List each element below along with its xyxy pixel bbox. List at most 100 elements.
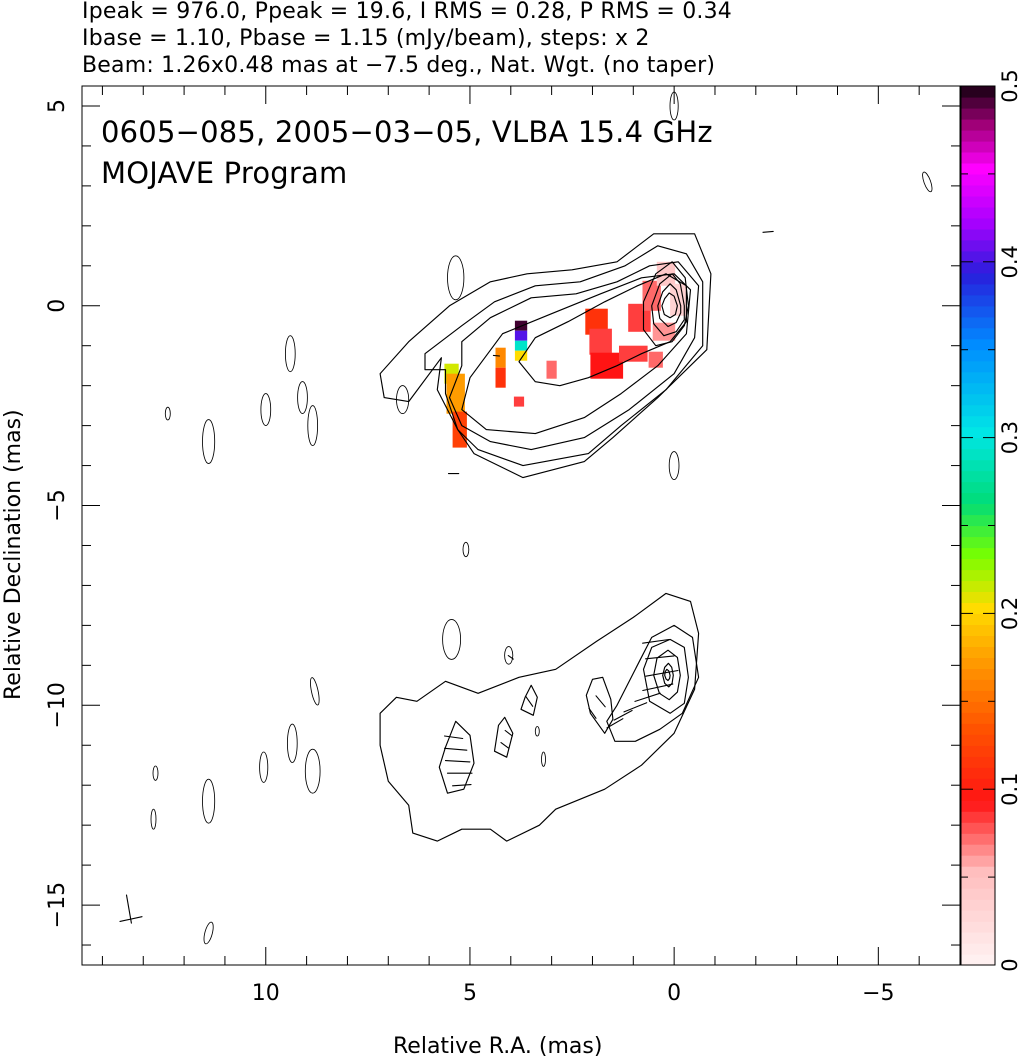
colorbar-segment [961,470,995,483]
colorbar-segment [961,943,995,955]
polarization-vector [595,695,606,708]
colorbar-segment [961,195,995,208]
colorbar-segment [961,437,995,450]
colorbar-segment [961,756,995,768]
colorbar-segment [961,448,995,461]
colorbar-segment [961,723,995,735]
colorbar-segment [961,899,995,911]
colorbar-segment [961,767,995,779]
colorbar-segment [961,261,995,274]
colorbar-segment [961,734,995,746]
x-tick-label: 10 [252,981,280,1006]
lower-knot-left-contour [585,676,614,734]
fractional-polarization-patch [652,322,676,341]
fractional-polarization-patch [648,351,663,368]
lower-knot-small-2-contour [493,716,514,758]
colorbar-tick-label: 0.2 [998,597,1021,630]
colorbar-segment [961,239,995,252]
upper-contour-2-contour [424,245,704,467]
polarization-vector [645,669,679,677]
colorbar-segment [961,888,995,900]
polarization-vector [444,760,471,763]
colorbar-tick-label: 0.4 [998,245,1021,278]
core-contour-2-contour [651,273,685,337]
colorbar-segment [961,712,995,724]
colorbar-segment [961,130,995,142]
fractional-polarization-patch [513,396,525,407]
polarization-vector [613,709,633,721]
colorbar-segment [961,844,995,856]
polarization-vector [504,729,513,737]
colorbar-segment [961,349,995,362]
lower-outer-envelope-contour [379,592,700,842]
lower-island-contour [504,646,514,665]
header-line-2: Ibase = 1.10, Pbase = 1.15 (mJy/beam), s… [82,26,650,51]
upper-island-contour [202,419,216,465]
core-contour-1-contour [642,261,689,347]
colorbar-segment [961,108,995,120]
inset-source-title: 0605−085, 2005−03−05, VLBA 15.4 GHz [101,115,713,149]
colorbar-segment [961,184,995,197]
lower-island-contour [304,748,321,794]
colorbar-segment [961,547,995,560]
colorbar-segment [961,316,995,329]
colorbar-segment [961,910,995,922]
colorbar-segment [961,558,995,571]
polarization-vector [507,655,514,660]
x-axis-label: Relative R.A. (mas) [393,1034,602,1059]
colorbar-segment [961,393,995,406]
plot-frame [81,85,961,966]
colorbar-segment [961,613,995,625]
polarization-vector [500,742,509,749]
header-line-3: Beam: 1.26x0.48 mas at −7.5 deg., Nat. W… [82,53,715,78]
colorbar-segment [961,855,995,867]
colorbar-segment [961,503,995,516]
lower-island-contour [310,677,320,706]
lower-island-contour [259,751,269,783]
polarization-vector [642,683,674,692]
polarization-vector [645,655,675,660]
colorbar-segment [961,283,995,296]
polarization-vector [125,894,132,924]
x-tick-label: 5 [463,981,477,1006]
colorbar-segment [961,250,995,263]
fractional-polarization-patch [446,373,465,414]
colorbar-segment [961,580,995,592]
colorbar-segment [961,272,995,285]
fractional-polarization-patch [495,367,506,388]
colorbar-segment [961,646,995,658]
colorbar-segment [961,162,995,175]
colorbar-segment [961,822,995,834]
lower-island-contour [203,921,214,945]
colorbar-segment [961,151,995,164]
colorbar-segment [961,602,995,614]
upper-island-contour [922,171,933,193]
colorbar-segment [961,536,995,549]
fractional-polarization-patch [619,345,648,362]
colorbar-segment [961,382,995,395]
colorbar-segment [961,492,995,505]
colorbar-segment [961,173,995,186]
colorbar-segment [961,327,995,340]
y-tick-label: −15 [45,882,70,928]
fractional-polarization-patch [514,330,528,341]
polarization-vector [588,707,597,719]
x-tick-label: 0 [667,981,681,1006]
upper-island-contour [260,393,272,427]
colorbar-segment [961,745,995,757]
lower-knot-mid-contour [438,720,475,794]
inset-program-title: MOJAVE Program [101,156,347,190]
colorbar-segment [961,591,995,603]
colorbar-segment [961,877,995,889]
colorbar-tick-label: 0.1 [998,772,1021,805]
y-axis-label: Relative Declination (mas) [1,409,26,700]
colorbar-segment [961,690,995,702]
fractional-polarization-patch [642,280,661,311]
core-contour-3-contour [657,283,682,328]
fractional-polarization-patch [452,411,467,448]
colorbar-segment [961,525,995,538]
colorbar-segment [961,932,995,944]
x-tick-label: −5 [862,981,894,1006]
